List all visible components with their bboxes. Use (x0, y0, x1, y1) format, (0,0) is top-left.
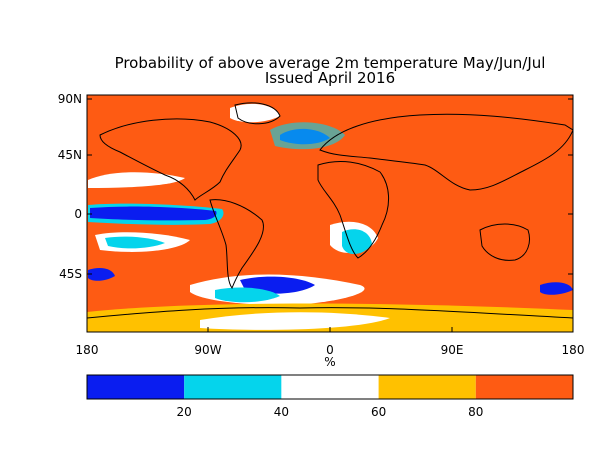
region-southern-ocean-cyan (215, 287, 280, 303)
coast-north-america (99, 118, 242, 201)
coast-south-america (209, 199, 264, 290)
colorbar-swatch (281, 375, 379, 399)
x-tick-label: 180 (562, 343, 585, 357)
map-subtitle: Issued April 2016 (264, 69, 396, 87)
coastlines (87, 102, 573, 319)
colorbar: 20 40 60 80 (86, 374, 574, 419)
region-se-pacific-blue (88, 268, 115, 281)
region-south-pacific-cyan (105, 236, 165, 249)
coast-eurasia (319, 113, 573, 191)
axis-ticks (86, 98, 574, 332)
y-tick-label: 0 (74, 207, 82, 221)
map-title: Probability of above average 2m temperat… (114, 54, 546, 72)
colorbar-frame (86, 374, 574, 400)
region-south-africa-cyan (342, 229, 372, 255)
colorbar-swatch (184, 375, 282, 399)
coast-australia (479, 223, 530, 261)
y-tick-label: 90N (58, 92, 82, 106)
colorbar-swatch (378, 375, 476, 399)
colorbar-swatch (87, 375, 185, 399)
coast-africa (317, 160, 389, 259)
x-tick-label: 180 (76, 343, 99, 357)
y-tick-label: 45S (59, 267, 82, 281)
x-tick-label: 90W (194, 343, 221, 357)
x-tick-label: 90E (441, 343, 464, 357)
colorbar-tick-label: 40 (274, 405, 289, 419)
region-greenland-white (230, 103, 280, 123)
colorbar-tick-label: 60 (371, 405, 386, 419)
y-tick-label: 45N (58, 148, 82, 162)
colorbar-tick-label: 20 (177, 405, 192, 419)
coast-antarctica (87, 307, 573, 319)
region-sw-pacific-blue (540, 282, 573, 295)
region-north-pacific-white (88, 172, 185, 188)
coast-greenland (234, 102, 281, 125)
unit-label: % (324, 355, 335, 369)
region-pacific-blue (90, 206, 217, 221)
x-tick-label: 0 (326, 343, 334, 357)
probability-regions (87, 103, 573, 332)
map-plot-area: 90N 45N 0 45S 180 90W 0 90E 180 % (58, 92, 585, 369)
region-antarctic-white (200, 312, 390, 330)
colorbar-tick-label: 80 (468, 405, 483, 419)
colorbar-swatch (475, 375, 573, 399)
